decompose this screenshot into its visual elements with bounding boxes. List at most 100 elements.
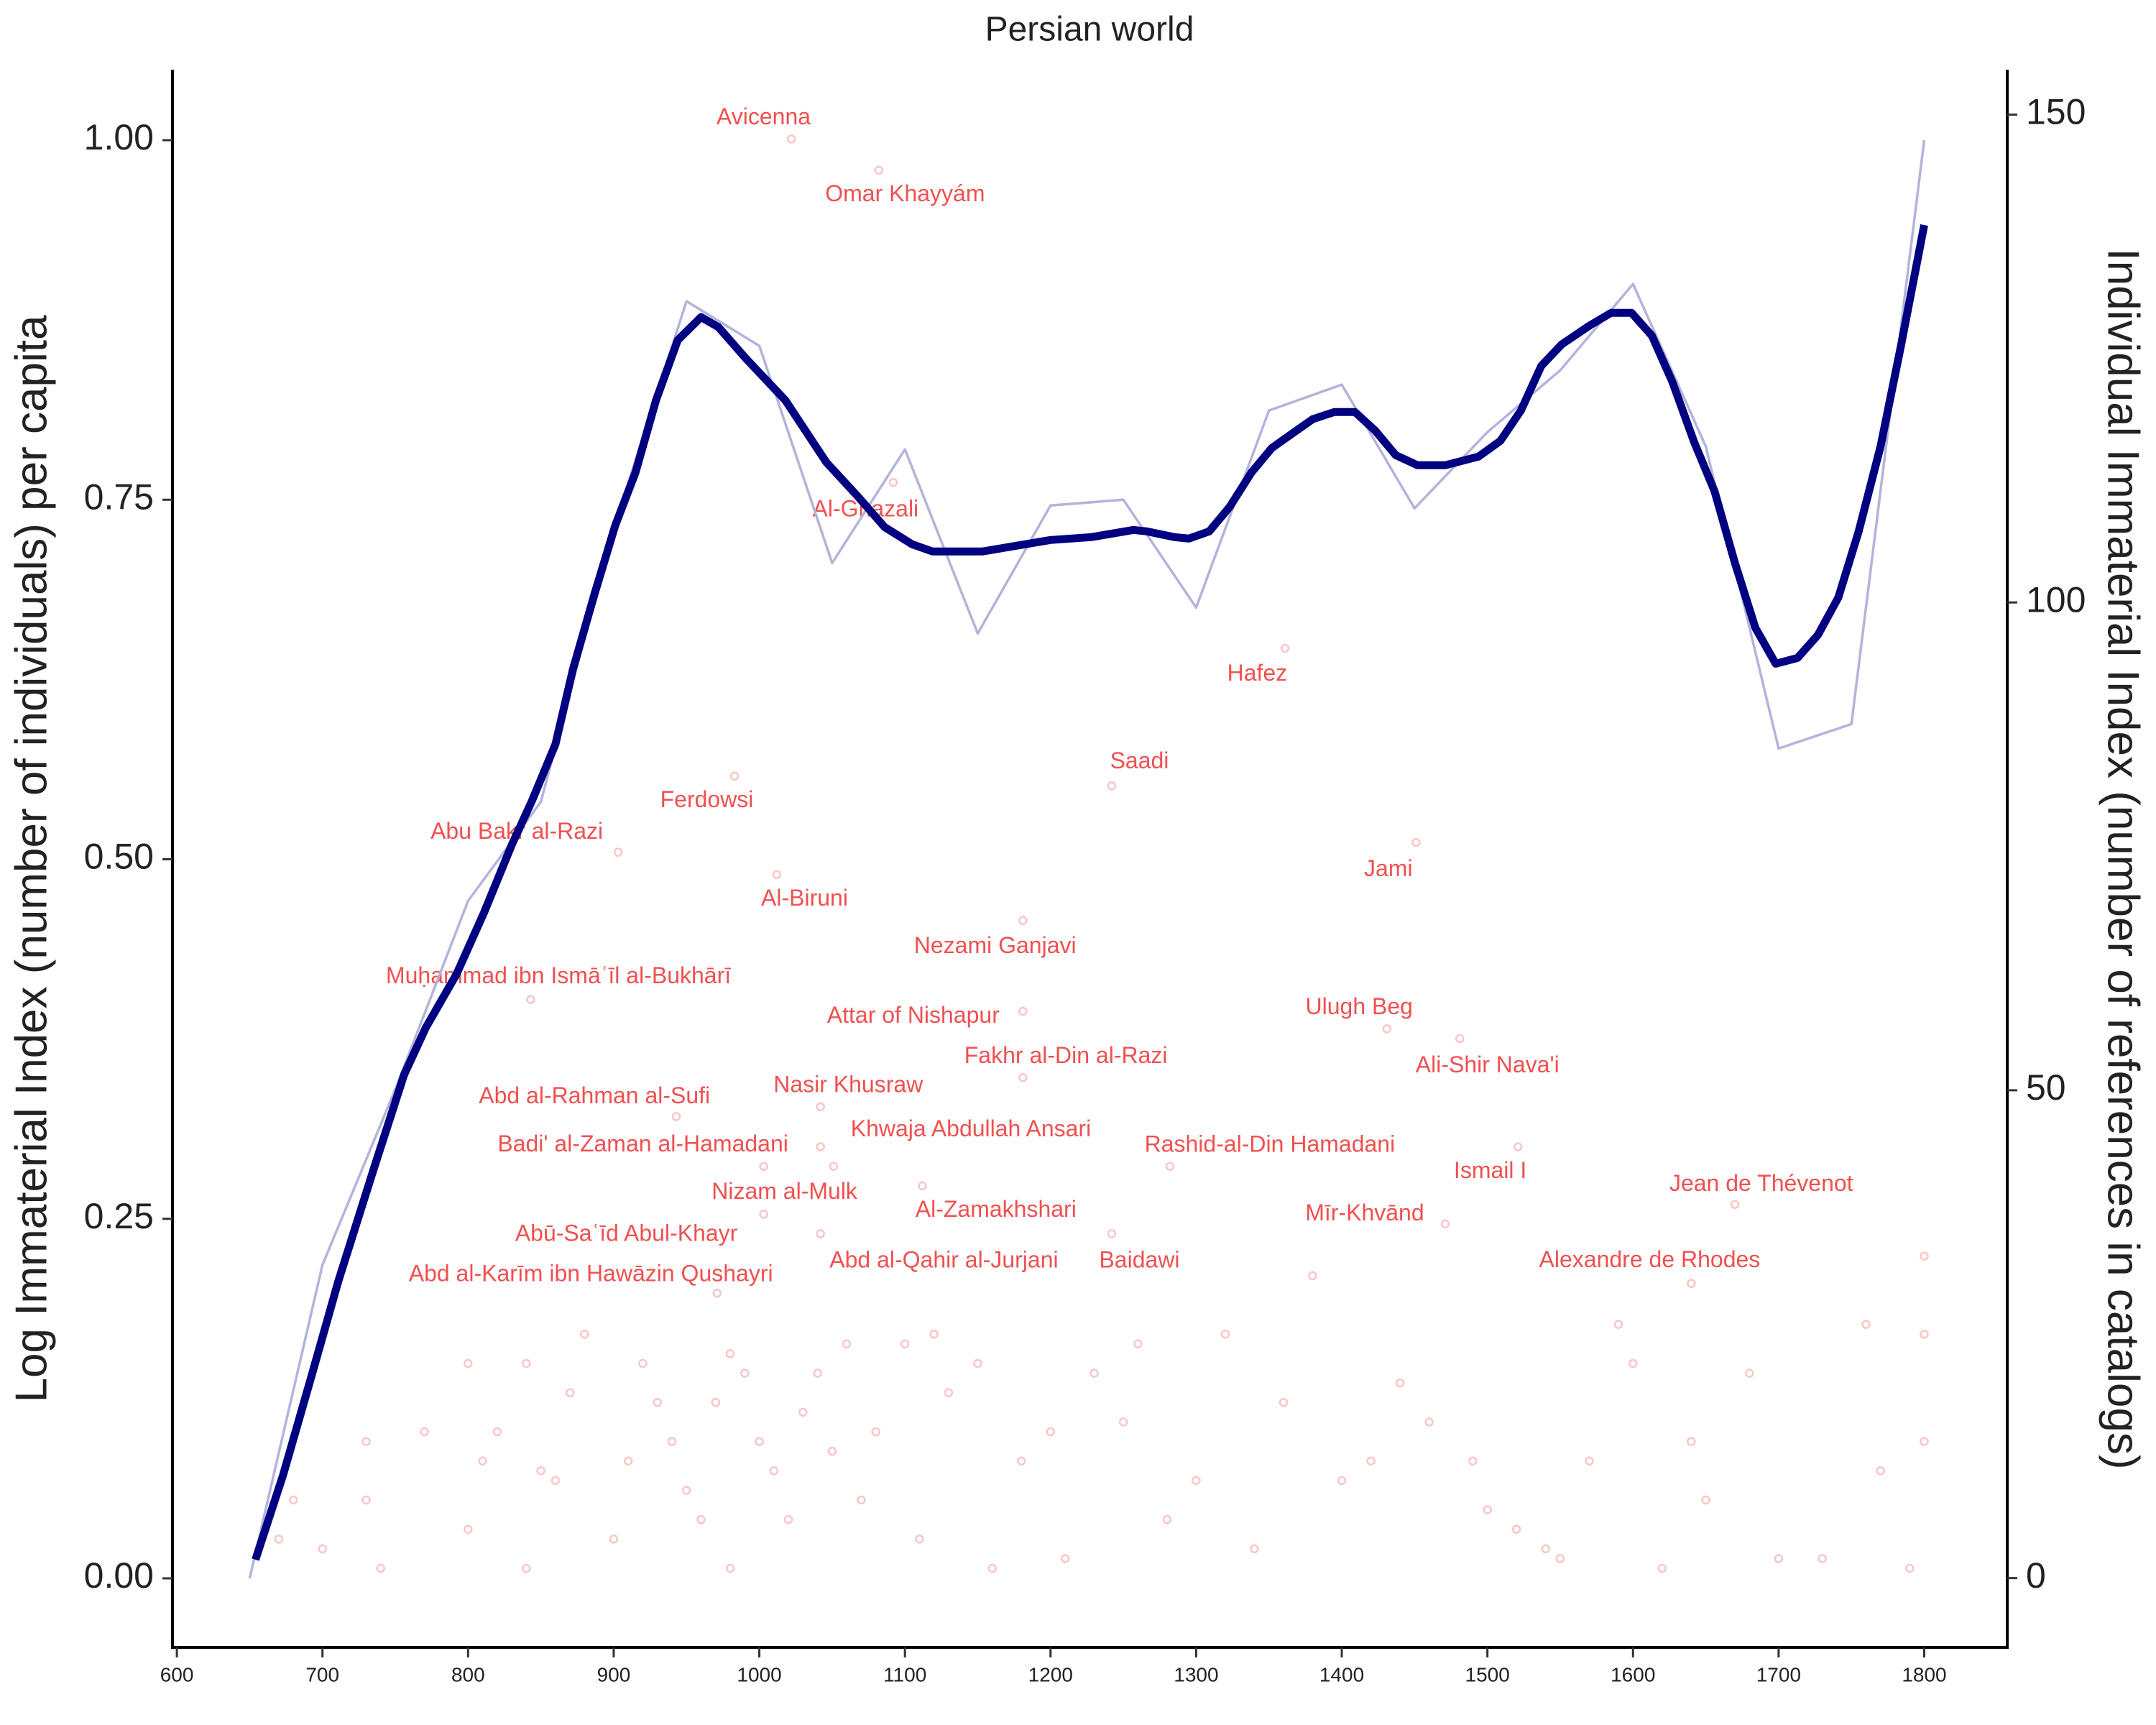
point <box>671 1112 681 1121</box>
point <box>1920 1251 1929 1261</box>
point <box>1192 1476 1201 1486</box>
point <box>623 1456 633 1466</box>
point <box>1046 1427 1056 1437</box>
point <box>565 1388 575 1397</box>
point <box>1628 1358 1638 1368</box>
point <box>915 1535 924 1544</box>
point <box>1060 1554 1070 1563</box>
point-label: Al-Biruni <box>761 885 848 911</box>
y2-tick-label: 0 <box>2026 1555 2046 1596</box>
point-label: Saadi <box>1110 748 1169 773</box>
point <box>1511 1524 1521 1534</box>
point <box>857 1495 866 1505</box>
x-tick-label: 1100 <box>883 1663 926 1685</box>
x-tick-label: 1600 <box>1611 1663 1655 1685</box>
point-label: Hafez <box>1227 660 1288 686</box>
point <box>783 1514 793 1524</box>
point-label: Muḥammad ibn Ismāʿīl al-Bukhārī <box>386 962 731 988</box>
point <box>987 1563 997 1573</box>
point-label: Badi' al-Zaman al-Hamadani <box>497 1131 788 1156</box>
point <box>829 1162 839 1172</box>
y2-tick-label: 50 <box>2026 1067 2066 1108</box>
point-label: Ali-Shir Nava'i <box>1416 1052 1560 1077</box>
point <box>1018 1072 1028 1082</box>
y2-axis-title: Individual Immaterial Index (number of r… <box>2099 249 2148 1470</box>
point <box>361 1437 371 1446</box>
point <box>376 1563 385 1573</box>
x-tick-label: 700 <box>305 1663 339 1685</box>
y-axis-title: Log Immaterial Index (number of individu… <box>6 315 56 1402</box>
point-label: Omar Khayyám <box>825 180 985 206</box>
point <box>1107 781 1117 791</box>
point-label: Baidawi <box>1099 1246 1179 1272</box>
point <box>1089 1368 1099 1378</box>
y-tick-label: 1.00 <box>84 117 154 157</box>
point <box>667 1437 677 1446</box>
x-tick-label: 1500 <box>1465 1663 1510 1685</box>
point <box>816 1142 825 1151</box>
point <box>874 165 883 175</box>
point <box>1018 916 1028 925</box>
point <box>696 1514 706 1524</box>
point-label: Nezami Ganjavi <box>914 932 1077 958</box>
point <box>712 1288 722 1298</box>
point-label: Ulugh Beg <box>1306 993 1413 1019</box>
point <box>1018 1006 1028 1016</box>
point <box>1920 1437 1929 1446</box>
x-tick-label: 1000 <box>737 1663 781 1685</box>
y-tick-label: 0.75 <box>84 477 154 517</box>
x-tick-label: 1800 <box>1902 1663 1946 1685</box>
point <box>1613 1320 1623 1329</box>
point <box>1424 1417 1434 1427</box>
point <box>842 1339 852 1349</box>
point <box>1455 1034 1465 1044</box>
point <box>1745 1368 1754 1378</box>
point <box>1162 1514 1172 1524</box>
y-tick-label: 0.50 <box>84 837 154 877</box>
point <box>420 1427 429 1437</box>
point <box>1513 1142 1523 1151</box>
point <box>1440 1219 1450 1229</box>
point <box>1555 1554 1565 1563</box>
point <box>740 1368 750 1378</box>
point-label: Abd al-Rahman al-Sufi <box>479 1082 710 1108</box>
point <box>1118 1417 1128 1427</box>
line <box>248 139 1926 1579</box>
point <box>1366 1456 1376 1466</box>
point <box>1818 1554 1827 1563</box>
point <box>526 995 535 1004</box>
point-label: Abū-Saʿīd Abul-Khayr <box>515 1220 738 1246</box>
point <box>871 1427 880 1437</box>
point <box>725 1349 735 1358</box>
point <box>653 1398 662 1407</box>
x-tick-label: 800 <box>451 1663 485 1685</box>
point-label: Abd al-Qahir al-Jurjani <box>829 1246 1058 1272</box>
point <box>1468 1456 1478 1466</box>
point <box>1920 1330 1929 1339</box>
point <box>1541 1544 1550 1554</box>
y2-tick-label: 100 <box>2026 579 2086 620</box>
point <box>816 1229 825 1238</box>
y2-tick-label: 150 <box>2026 92 2086 132</box>
point <box>816 1102 825 1112</box>
point <box>1585 1456 1594 1466</box>
point-label: Khwaja Abdullah Ansari <box>851 1116 1091 1141</box>
point <box>1861 1320 1871 1329</box>
y-tick-label: 0.25 <box>84 1196 154 1236</box>
point <box>361 1495 371 1505</box>
point <box>1280 643 1290 653</box>
point <box>944 1388 954 1397</box>
point <box>1165 1162 1175 1172</box>
point <box>492 1427 502 1437</box>
point <box>1279 1398 1289 1407</box>
point <box>973 1358 982 1368</box>
point <box>918 1181 927 1191</box>
x-tick-label: 900 <box>597 1663 631 1685</box>
point <box>478 1456 487 1466</box>
point <box>759 1162 768 1172</box>
point <box>1133 1339 1143 1349</box>
point <box>580 1330 589 1339</box>
point <box>464 1358 473 1368</box>
point <box>1107 1229 1117 1238</box>
y-tick-label: 0.00 <box>84 1555 154 1596</box>
